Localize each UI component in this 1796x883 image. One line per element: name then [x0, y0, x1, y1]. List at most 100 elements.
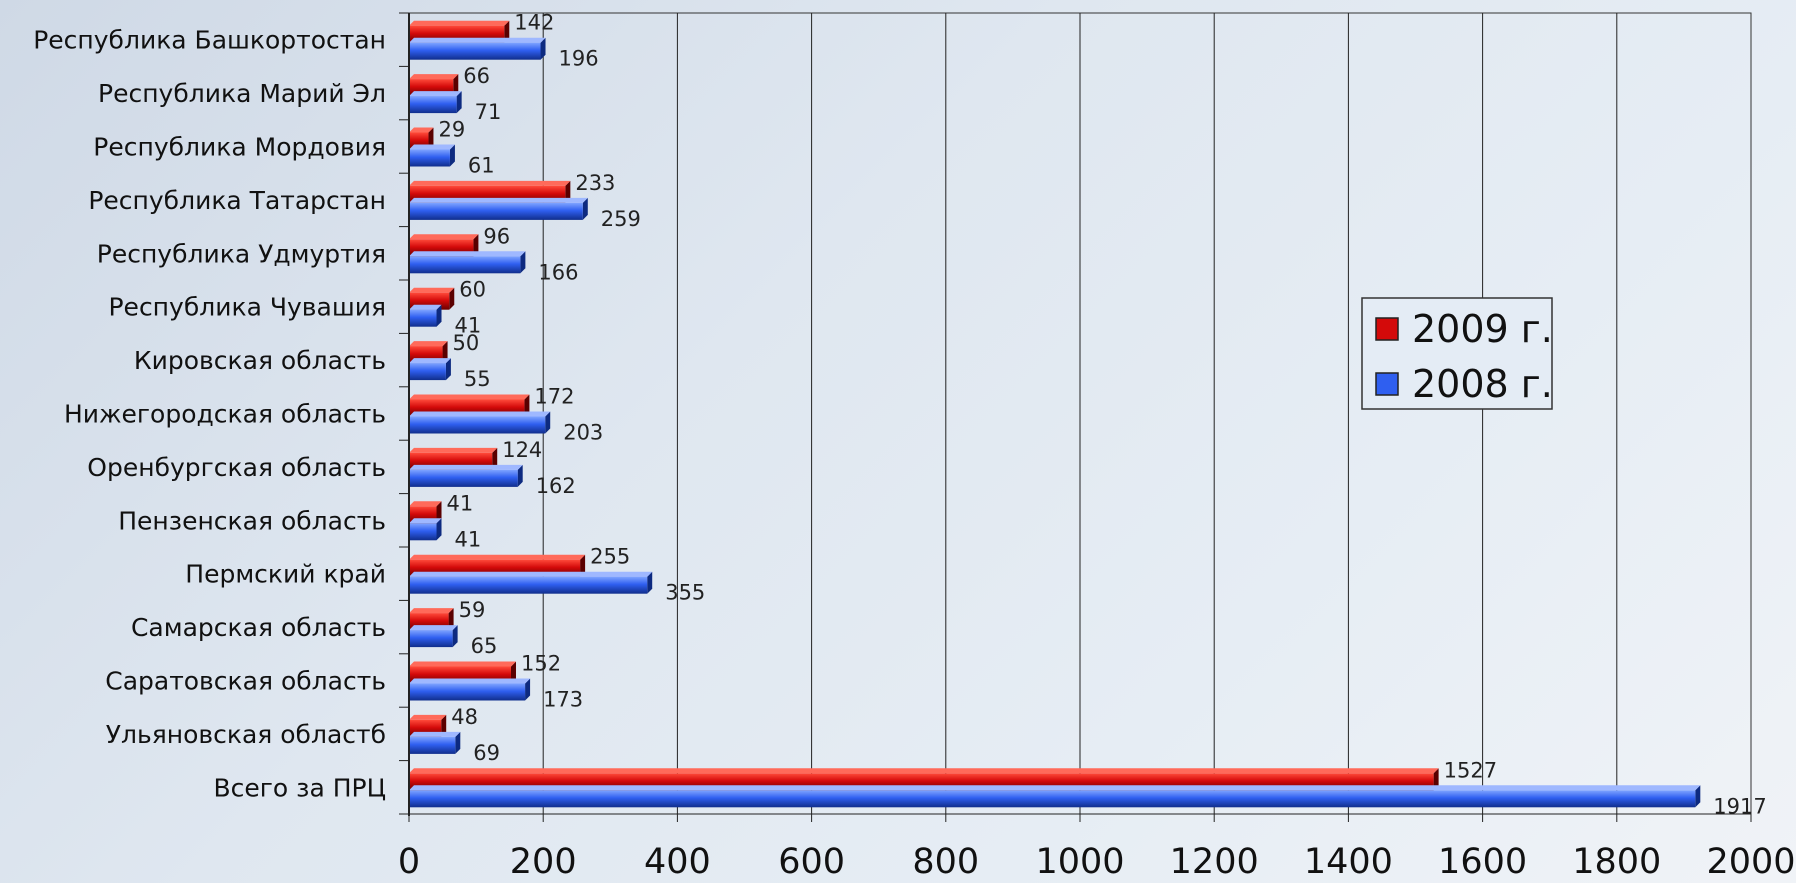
bar-top [409, 341, 448, 347]
bar [409, 309, 437, 327]
category-label: Республика Татарстан [88, 186, 386, 215]
data-label: 29 [438, 118, 465, 142]
data-label: 142 [514, 11, 554, 35]
data-label: 173 [543, 688, 583, 712]
bar [409, 683, 526, 701]
bar-side [441, 714, 447, 737]
bar-side [436, 518, 442, 541]
bar-top [409, 74, 459, 80]
bar-top [409, 20, 510, 26]
bar-side [455, 731, 461, 754]
bar-side [449, 287, 455, 310]
bar [409, 256, 521, 274]
x-tick-label: 2000 [1706, 842, 1795, 882]
bar-side [540, 37, 546, 60]
category-label: Республика Башкортостан [33, 26, 386, 55]
data-label: 96 [483, 224, 510, 248]
bar-top [409, 358, 451, 364]
data-label: 41 [455, 527, 482, 551]
bar-top [409, 287, 455, 293]
bar-side [452, 625, 458, 648]
data-label: 66 [463, 64, 490, 88]
category-label: Республика Чувашия [108, 293, 386, 322]
bar-side [545, 411, 551, 434]
bar-top [409, 234, 479, 240]
category-label: Самарская область [131, 613, 386, 642]
bar-top [409, 180, 571, 186]
bar [409, 736, 456, 754]
category-label: Республика Мордовия [93, 133, 386, 162]
category-label: Ульяновская областб [106, 720, 386, 749]
bar-side [1433, 768, 1439, 791]
data-label: 255 [590, 545, 630, 569]
bar-top [409, 554, 586, 560]
x-tick-label: 1200 [1170, 842, 1259, 882]
bar-side [517, 464, 523, 487]
category-labels: Республика Башкортостан Республика Марий … [33, 26, 386, 803]
x-tick-label: 0 [398, 842, 420, 882]
legend-label: 2008 г. [1412, 362, 1553, 406]
data-label: 259 [601, 207, 641, 231]
bar-top [409, 304, 442, 310]
bar-top [409, 785, 1701, 791]
data-label: 71 [475, 100, 502, 124]
bar [409, 202, 583, 220]
bar-side [510, 661, 516, 684]
bar [409, 149, 450, 167]
data-label: 166 [538, 260, 578, 284]
bar-top [409, 501, 442, 507]
bar-top [409, 571, 653, 577]
bar-top [409, 731, 461, 737]
x-tick-label: 800 [912, 842, 979, 882]
data-label: 41 [447, 491, 474, 515]
category-label: Оренбургская область [87, 453, 386, 482]
data-label: 152 [521, 652, 561, 676]
bar-side [456, 91, 462, 114]
bar-side [1695, 785, 1701, 808]
data-label: 48 [451, 705, 478, 729]
data-label: 233 [575, 171, 615, 195]
data-label: 59 [459, 598, 486, 622]
data-label: 69 [473, 741, 500, 765]
bar-side [445, 358, 451, 381]
bar [409, 416, 546, 434]
category-label: Республика Удмуртия [97, 239, 386, 268]
bars [409, 20, 1701, 808]
legend: 2009 г. 2008 г. [1361, 297, 1553, 410]
data-label: 172 [534, 385, 574, 409]
data-label: 355 [665, 581, 705, 605]
data-label: 41 [455, 314, 482, 338]
bar-side [436, 304, 442, 327]
bar-top [409, 37, 546, 43]
category-label: Нижегородская область [64, 400, 386, 429]
bar [409, 42, 541, 60]
x-tick-label: 400 [644, 842, 711, 882]
data-label: 61 [468, 154, 495, 178]
bar-top [409, 251, 526, 257]
data-label: 196 [559, 47, 599, 71]
bar [409, 96, 457, 114]
data-label: 203 [563, 421, 603, 445]
bar-side [565, 180, 571, 203]
x-tick-label: 600 [778, 842, 845, 882]
x-tick-label: 1000 [1035, 842, 1124, 882]
bar [409, 790, 1696, 808]
x-tick-label: 1400 [1304, 842, 1393, 882]
axes [399, 12, 1752, 822]
bar-side [473, 234, 479, 257]
data-label: 162 [536, 474, 576, 498]
legend-label: 2009 г. [1412, 307, 1553, 351]
bar-side [580, 554, 586, 577]
category-label: Кировская область [134, 346, 386, 375]
bar-top [409, 91, 462, 97]
bar-side [520, 251, 526, 274]
bar-side [504, 20, 510, 43]
bar-top [409, 127, 434, 133]
data-label: 1527 [1444, 758, 1497, 782]
bar [409, 576, 648, 594]
bar-side [453, 74, 459, 97]
gridlines [542, 13, 1618, 814]
bar-side [449, 144, 455, 167]
category-label: Саратовская область [105, 667, 386, 696]
bar-top [409, 608, 454, 614]
